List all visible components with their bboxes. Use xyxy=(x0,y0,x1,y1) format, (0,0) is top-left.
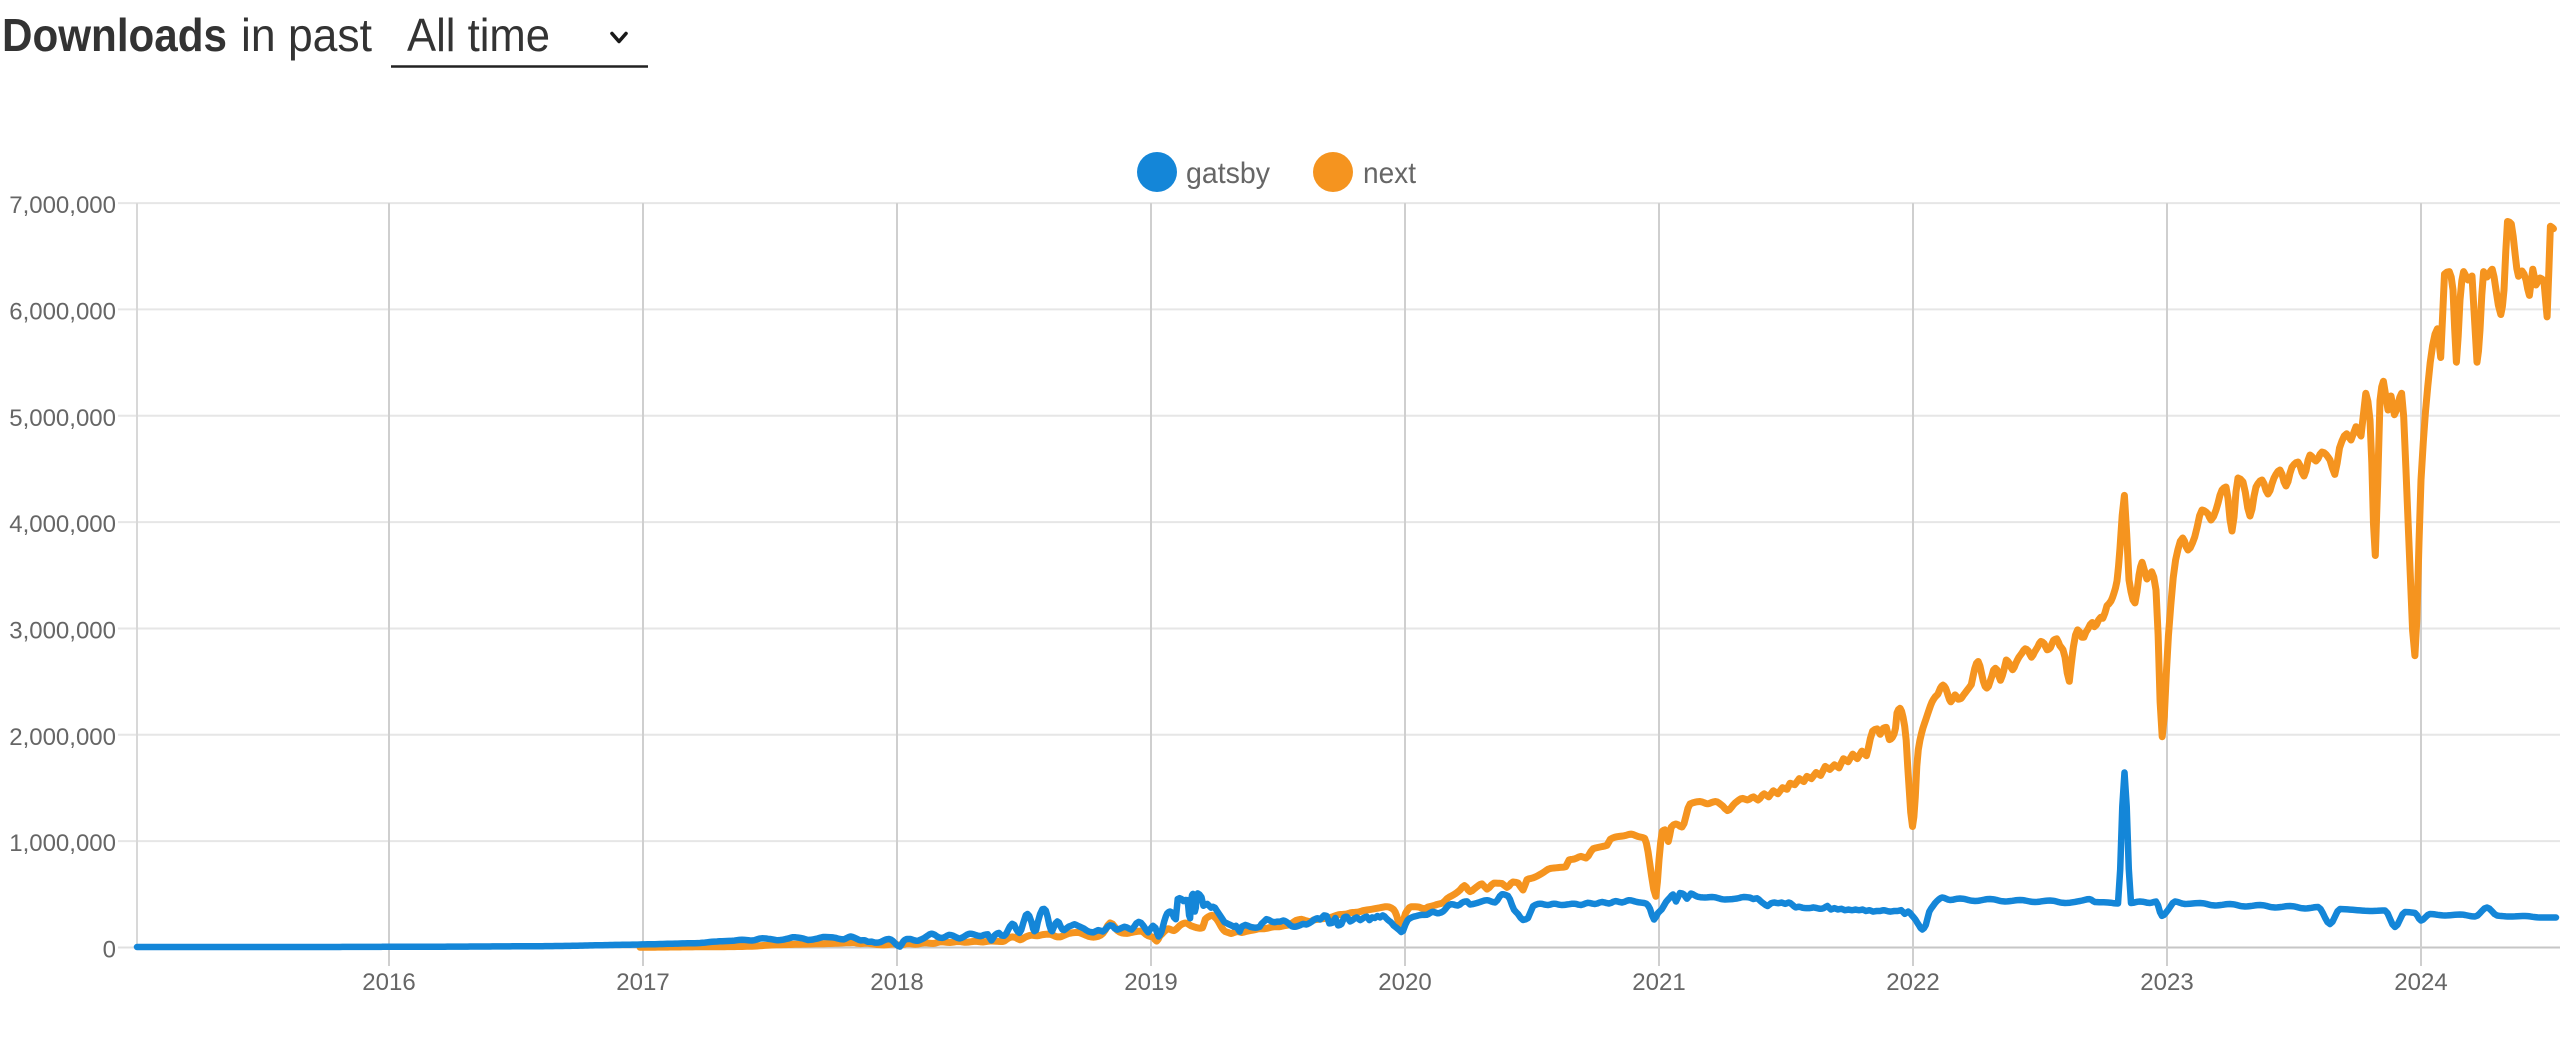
svg-text:gatsby: gatsby xyxy=(1186,157,1270,190)
svg-text:5,000,000: 5,000,000 xyxy=(9,405,116,432)
svg-text:7,000,000: 7,000,000 xyxy=(9,192,116,219)
svg-text:1,000,000: 1,000,000 xyxy=(9,830,116,857)
svg-text:2020: 2020 xyxy=(1378,969,1431,996)
svg-text:3,000,000: 3,000,000 xyxy=(9,618,116,645)
svg-text:2016: 2016 xyxy=(362,969,415,996)
svg-text:All time: All time xyxy=(407,9,550,61)
svg-text:2022: 2022 xyxy=(1886,969,1939,996)
svg-text:6,000,000: 6,000,000 xyxy=(9,298,116,325)
svg-text:2023: 2023 xyxy=(2140,969,2193,996)
svg-text:next: next xyxy=(1363,157,1417,190)
svg-text:2021: 2021 xyxy=(1632,969,1685,996)
svg-text:2018: 2018 xyxy=(870,969,923,996)
svg-text:Downloads: Downloads xyxy=(2,9,227,61)
svg-text:in past: in past xyxy=(241,9,372,61)
svg-text:4,000,000: 4,000,000 xyxy=(9,511,116,538)
svg-text:2024: 2024 xyxy=(2394,969,2447,996)
svg-text:2017: 2017 xyxy=(616,969,669,996)
svg-text:2019: 2019 xyxy=(1124,969,1177,996)
svg-text:2,000,000: 2,000,000 xyxy=(9,724,116,751)
svg-text:0: 0 xyxy=(103,937,116,964)
